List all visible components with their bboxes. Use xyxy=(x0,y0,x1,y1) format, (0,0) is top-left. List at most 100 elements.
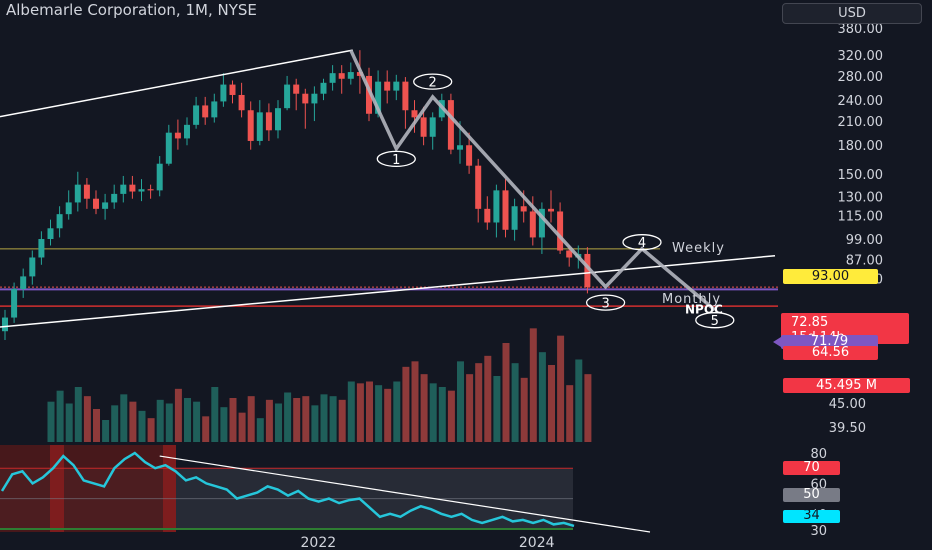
volume-bar xyxy=(156,399,164,442)
wave-label-circle xyxy=(376,150,416,168)
volume-bar xyxy=(147,418,155,442)
npoc-price-badge: 71.79 xyxy=(781,334,878,349)
wave-label-text: 2 xyxy=(429,76,437,91)
volume-bar xyxy=(138,410,146,442)
candle xyxy=(566,250,573,258)
volume-bar xyxy=(202,416,210,442)
volume-bar xyxy=(438,387,446,442)
volume-bar xyxy=(566,385,574,442)
wave-label-3: 3 xyxy=(585,294,626,312)
candle xyxy=(111,193,118,203)
candle xyxy=(411,110,418,118)
candle xyxy=(202,105,209,118)
candle xyxy=(11,288,18,318)
npoc-label: NPOC xyxy=(685,303,723,317)
volume-bar xyxy=(484,355,492,442)
candle xyxy=(165,132,172,164)
volume-bar xyxy=(475,363,483,442)
wave-label-4: 4 xyxy=(622,234,662,251)
volume-bar xyxy=(493,376,501,442)
monthly-price-badge-text: 64.56 xyxy=(812,345,849,360)
candle xyxy=(457,145,463,150)
candle xyxy=(38,239,45,258)
candle xyxy=(20,276,27,289)
candle xyxy=(65,202,72,215)
candle xyxy=(83,184,90,199)
candle xyxy=(557,211,564,251)
chart-title: Albemarle Corporation, 1M, NYSE xyxy=(6,1,257,19)
npoc-price-badge-bg xyxy=(781,335,878,349)
volume-bar xyxy=(129,401,137,442)
candle xyxy=(466,145,473,166)
wave-label-circle xyxy=(622,234,662,251)
rsi-tick: 80 xyxy=(810,447,827,462)
volume-bar xyxy=(338,399,346,442)
wave-label-text: 5 xyxy=(711,314,719,329)
volume-bar xyxy=(502,343,510,442)
candle xyxy=(420,117,427,137)
monthly-label: Monthly xyxy=(662,292,721,307)
price-tick: 380.00 xyxy=(838,22,884,37)
time-tick: 2022 xyxy=(301,535,337,550)
candle xyxy=(120,184,127,194)
candle xyxy=(475,165,482,209)
volume-bar xyxy=(47,401,55,442)
volume-bar xyxy=(320,394,328,442)
candle xyxy=(338,73,345,79)
rsi-upper-badge-bg xyxy=(783,461,840,475)
volume-bar xyxy=(74,387,82,442)
candle xyxy=(93,198,99,209)
price-tick: 210.00 xyxy=(838,115,884,130)
candle xyxy=(529,211,536,238)
volume-bar xyxy=(466,374,474,442)
candle xyxy=(548,208,554,212)
price-tick: 115.00 xyxy=(838,210,884,225)
volume-bar xyxy=(229,398,237,442)
candle xyxy=(329,73,336,83)
candle xyxy=(511,206,518,230)
elliott-wave-path xyxy=(349,49,716,312)
candle xyxy=(584,253,591,288)
volume-bar xyxy=(457,361,464,442)
npoc-price-badge-text: 71.79 xyxy=(811,334,848,349)
current-price-value: 72.85 xyxy=(791,315,828,330)
weekly-price-badge-bg xyxy=(783,269,878,284)
rsi-value-badge-bg xyxy=(783,510,840,523)
volume-bar xyxy=(111,405,119,442)
volume-bar xyxy=(411,361,419,442)
candle xyxy=(256,112,263,141)
volume-bar xyxy=(420,374,428,442)
candle xyxy=(275,108,281,131)
volume-bar xyxy=(375,385,383,442)
rsi-line xyxy=(0,451,575,528)
wave-label-circle xyxy=(695,312,735,329)
volume-bar xyxy=(548,365,555,442)
wave-label-1: 1 xyxy=(376,150,416,168)
npoc-badge-arrow xyxy=(773,337,781,347)
volume-bar xyxy=(120,394,128,442)
rsi-mid-badge-bg xyxy=(783,488,840,502)
volume-bar xyxy=(56,390,64,442)
candle xyxy=(393,81,400,91)
volume-bar xyxy=(347,381,355,442)
candle xyxy=(147,189,154,191)
candle xyxy=(538,208,545,238)
candle xyxy=(284,84,291,109)
volume-bar xyxy=(220,407,228,442)
volume-bar xyxy=(65,403,73,442)
candle xyxy=(429,117,436,137)
volume-bar xyxy=(393,381,401,442)
rsi-overbought-zone xyxy=(0,445,176,532)
candle xyxy=(402,81,409,111)
volume-bar xyxy=(584,374,592,442)
candle xyxy=(293,84,300,94)
candle xyxy=(229,84,236,95)
currency-selector[interactable]: USD xyxy=(782,3,922,24)
volume-bar xyxy=(256,418,264,442)
wave-label-text: 3 xyxy=(601,297,609,312)
wave-label-2: 2 xyxy=(413,73,453,91)
price-tick: 87.00 xyxy=(846,253,883,268)
volume-bar xyxy=(174,388,182,442)
candle xyxy=(47,228,54,240)
